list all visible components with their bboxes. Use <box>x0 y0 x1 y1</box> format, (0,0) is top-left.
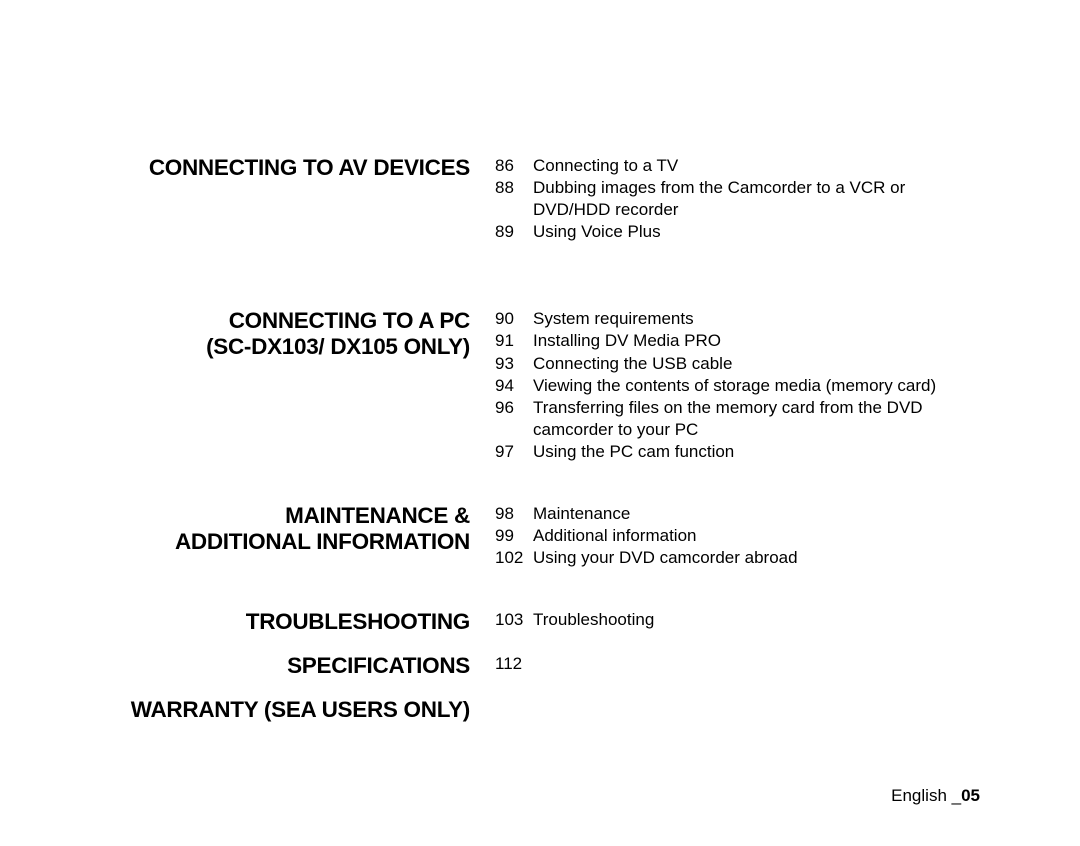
toc-entry-text: Using the PC cam function <box>533 441 980 463</box>
section-troubleshooting: TROUBLESHOOTING 103 Troubleshooting <box>130 609 980 635</box>
toc-row: 97 Using the PC cam function <box>495 441 980 463</box>
footer-language: English _ <box>891 786 961 805</box>
toc-row: 86 Connecting to a TV <box>495 155 980 177</box>
heading-pc-line2: (SC-DX103/ DX105 ONLY) <box>130 334 470 360</box>
heading-maint-line2: ADDITIONAL INFORMATION <box>130 529 470 555</box>
toc-row: 103 Troubleshooting <box>495 609 654 631</box>
toc-page-num: 93 <box>495 353 533 375</box>
toc-entry-text: Connecting to a TV <box>533 155 980 177</box>
toc-row: 94 Viewing the contents of storage media… <box>495 375 980 397</box>
toc-row: 88 Dubbing images from the Camcorder to … <box>495 177 980 221</box>
toc-row: 102 Using your DVD camcorder abroad <box>495 547 798 569</box>
toc-entry-text: Additional information <box>533 525 798 547</box>
manual-toc-page: CONNECTING TO AV DEVICES 86 Connecting t… <box>0 0 1080 846</box>
section-maintenance: MAINTENANCE & ADDITIONAL INFORMATION 98 … <box>130 503 980 569</box>
toc-entry-text: Connecting the USB cable <box>533 353 980 375</box>
toc-row: 98 Maintenance <box>495 503 798 525</box>
toc-page-num: 99 <box>495 525 533 547</box>
section-warranty: WARRANTY (SEA USERS ONLY) <box>130 697 980 723</box>
toc-row: 112 <box>495 653 533 675</box>
heading-specifications: SPECIFICATIONS <box>130 653 470 679</box>
section-av-devices: CONNECTING TO AV DEVICES 86 Connecting t… <box>130 155 980 243</box>
toc-page-num: 98 <box>495 503 533 525</box>
toc-entry-text: Troubleshooting <box>533 609 654 631</box>
toc-pc: 90 System requirements 91 Installing DV … <box>495 308 980 463</box>
toc-entry-text: Viewing the contents of storage media (m… <box>533 375 980 397</box>
toc-page-num: 90 <box>495 308 533 330</box>
toc-entry-text: Using your DVD camcorder abroad <box>533 547 798 569</box>
toc-entry-text: Installing DV Media PRO <box>533 330 980 352</box>
toc-page-num: 102 <box>495 547 533 569</box>
toc-entry-text: Dubbing images from the Camcorder to a V… <box>533 177 980 221</box>
toc-av-devices: 86 Connecting to a TV 88 Dubbing images … <box>495 155 980 243</box>
toc-entry-text: System requirements <box>533 308 980 330</box>
section-specifications: SPECIFICATIONS 112 <box>130 653 980 679</box>
toc-page-num: 97 <box>495 441 533 463</box>
heading-pc-line1: CONNECTING TO A PC <box>130 308 470 334</box>
toc-page-num: 86 <box>495 155 533 177</box>
toc-row: 91 Installing DV Media PRO <box>495 330 980 352</box>
toc-page-num: 94 <box>495 375 533 397</box>
toc-row: 90 System requirements <box>495 308 980 330</box>
toc-page-num: 103 <box>495 609 533 631</box>
toc-row: 93 Connecting the USB cable <box>495 353 980 375</box>
toc-page-num: 89 <box>495 221 533 243</box>
heading-troubleshooting: TROUBLESHOOTING <box>130 609 470 635</box>
toc-entry-text: Maintenance <box>533 503 798 525</box>
toc-maintenance: 98 Maintenance 99 Additional information… <box>495 503 798 569</box>
section-pc: CONNECTING TO A PC (SC-DX103/ DX105 ONLY… <box>130 308 980 463</box>
heading-av-devices: CONNECTING TO AV DEVICES <box>130 155 470 181</box>
toc-row: 89 Using Voice Plus <box>495 221 980 243</box>
toc-row: 96 Transferring files on the memory card… <box>495 397 980 441</box>
toc-row: 99 Additional information <box>495 525 798 547</box>
page-footer: English _05 <box>891 786 980 806</box>
toc-entry-text: Using Voice Plus <box>533 221 980 243</box>
heading-warranty: WARRANTY (SEA USERS ONLY) <box>130 697 470 723</box>
toc-entry-text: Transferring files on the memory card fr… <box>533 397 980 441</box>
toc-troubleshooting: 103 Troubleshooting <box>495 609 654 631</box>
toc-specifications: 112 <box>495 653 533 675</box>
toc-page-num: 96 <box>495 397 533 441</box>
toc-page-num: 88 <box>495 177 533 221</box>
footer-page-number: 05 <box>961 786 980 805</box>
heading-maint-line1: MAINTENANCE & <box>130 503 470 529</box>
toc-page-num: 112 <box>495 653 533 675</box>
toc-page-num: 91 <box>495 330 533 352</box>
